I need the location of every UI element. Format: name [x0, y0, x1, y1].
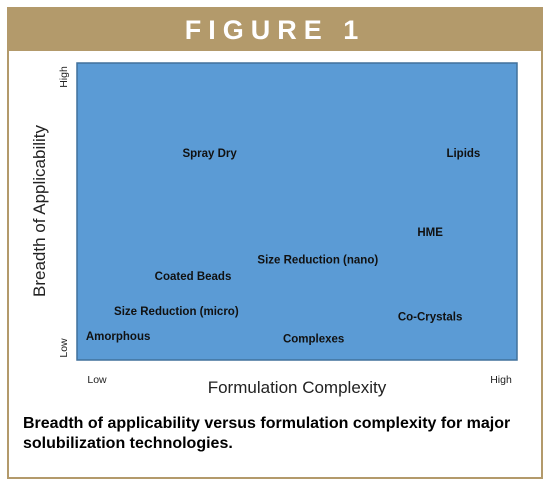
- ticks-layer: Low High Low High: [58, 66, 512, 386]
- point-label-4: Coated Beads: [155, 271, 232, 283]
- figure-caption: Breadth of applicability versus formulat…: [23, 415, 511, 452]
- point-label-1: Lipids: [446, 148, 480, 160]
- point-label-0: Spray Dry: [182, 148, 237, 160]
- x-tick-1: High: [490, 374, 512, 386]
- points-layer: Spray Dry Lipids HME Size Reduction (nano) C…: [86, 148, 480, 346]
- chart: Spray Dry Lipids HME Size Reduction (nano) C…: [30, 62, 518, 397]
- y-axis-label: Breadth of Applicability: [30, 125, 49, 297]
- y-tick-1: High: [58, 66, 70, 88]
- point-label-5: Size Reduction (micro): [114, 306, 239, 318]
- point-label-7: Amorphous: [86, 331, 151, 343]
- point-label-6: Co-Crystals: [398, 312, 463, 324]
- point-label-8: Complexes: [283, 334, 344, 346]
- x-axis-label: Formulation Complexity: [208, 378, 387, 397]
- point-label-2: HME: [417, 227, 443, 239]
- y-tick-0: Low: [58, 338, 70, 358]
- point-label-3: Size Reduction (nano): [257, 254, 378, 266]
- plot-area: [76, 62, 518, 361]
- figure-banner: FIGURE 1: [9, 9, 541, 51]
- x-tick-0: Low: [87, 374, 107, 386]
- figure-frame: FIGURE 1 Spray Dry Lipids HME Size Reductio…: [7, 7, 543, 479]
